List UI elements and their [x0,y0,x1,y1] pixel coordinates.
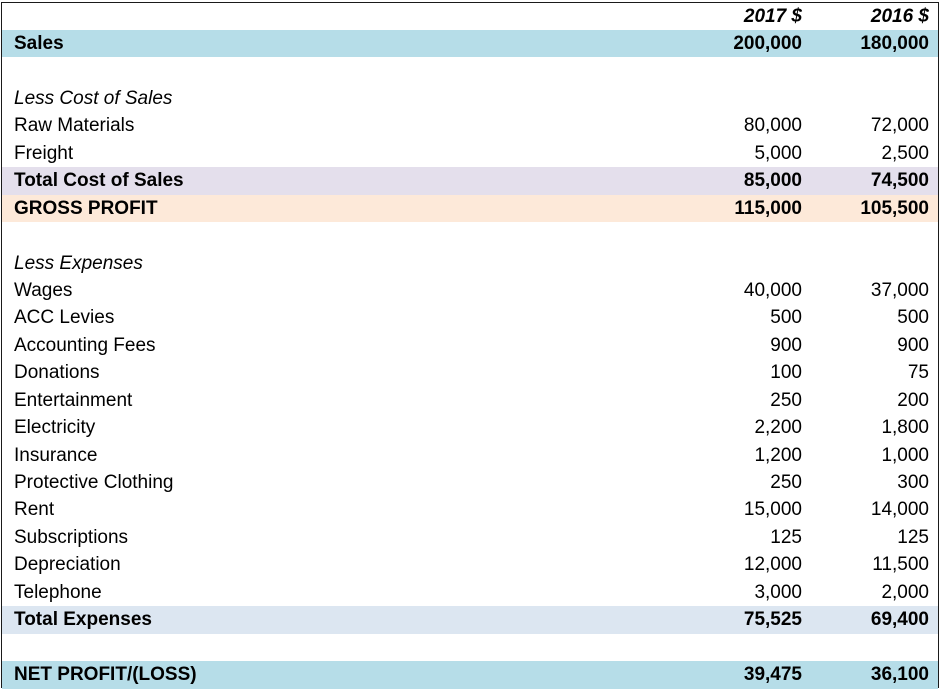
row-label: Wages [14,279,73,301]
value-2016: 180,000 [860,33,929,54]
value-2016: 300 [897,472,929,493]
column-header-2017: 2017 $ [743,6,802,27]
table-row: Electricity 2,200 1,800 [2,414,938,441]
table-row: Raw Materials 80,000 72,000 [2,112,938,139]
net-profit-row: NET PROFIT/(LOSS) 39,475 36,100 [2,661,938,689]
row-label: Depreciation [14,554,121,576]
value-2017: 39,475 [743,664,802,686]
blank-row [2,222,938,249]
row-label: Protective Clothing [14,472,174,493]
value-2016: 72,000 [870,115,929,137]
row-label: Total Cost of Sales [14,170,184,192]
total-expenses-row: Total Expenses 75,525 69,400 [2,606,938,634]
value-2016: 500 [897,307,929,329]
row-label: Entertainment [14,389,133,411]
value-2017: 1,200 [754,444,802,466]
table-row: Wages 40,000 37,000 [2,277,938,304]
table-row: Entertainment 250 200 [2,387,938,414]
value-2017: 5,000 [754,142,802,164]
table-row: Protective Clothing 250 300 [2,469,938,496]
section-title: Less Expenses [14,252,143,274]
value-2016: 1,800 [881,417,929,439]
value-2017: 12,000 [743,554,802,576]
table-row: ACC Levies 500 500 [2,304,938,331]
value-2017: 40,000 [743,279,802,301]
row-label: Raw Materials [14,115,135,137]
table-row: Accounting Fees 900 900 [2,332,938,359]
value-2017: 85,000 [743,170,802,192]
value-2016: 11,500 [872,554,929,576]
value-2016: 105,500 [860,197,929,219]
value-2017: 15,000 [743,499,802,521]
value-2016: 69,400 [870,609,929,631]
table-row: Rent 15,000 14,000 [2,496,938,523]
row-label: Electricity [14,417,96,439]
value-2016: 125 [897,526,929,548]
value-2016: 74,500 [870,170,929,192]
table-row: Insurance 1,200 1,000 [2,442,938,469]
value-2017: 500 [770,307,802,329]
row-label: GROSS PROFIT [14,197,158,219]
table-row: Telephone 3,000 2,000 [2,579,938,606]
row-label: Total Expenses [14,609,152,631]
row-label: Accounting Fees [14,334,156,356]
table-row: Depreciation 12,000 11,500 [2,551,938,578]
row-label: Insurance [14,444,98,466]
value-2017: 75,525 [743,609,802,631]
value-2017: 115,000 [734,197,802,219]
table-row: Donations 100 75 [2,359,938,386]
sales-row: Sales 200,000 180,000 [2,30,938,58]
row-label: Freight [14,142,74,164]
total-cost-of-sales-row: Total Cost of Sales 85,000 74,500 [2,167,938,195]
value-2017: 250 [770,389,802,411]
header-row: 2017 $ 2016 $ [2,3,938,30]
value-2017: 125 [770,526,802,548]
row-label: Sales [14,33,64,54]
row-label: Donations [14,362,100,384]
value-2016: 14,000 [870,499,929,521]
value-2016: 900 [897,334,929,356]
column-header-2016: 2016 $ [870,6,929,27]
gross-profit-row: GROSS PROFIT 115,000 105,500 [2,194,938,223]
row-label: Subscriptions [14,526,129,548]
value-2017: 2,200 [754,417,802,439]
value-2016: 2,500 [881,142,929,164]
table-row: Subscriptions 125 125 [2,524,938,551]
value-2016: 200 [897,389,929,411]
value-2017: 80,000 [743,115,802,137]
value-2016: 75 [907,362,929,384]
row-label: Telephone [14,581,102,603]
value-2017: 100 [770,362,802,384]
section-heading-cost-of-sales: Less Cost of Sales [2,85,938,112]
value-2017: 900 [770,334,802,356]
section-title: Less Cost of Sales [14,87,173,109]
value-2017: 250 [770,472,802,493]
value-2016: 2,000 [881,581,929,603]
value-2016: 36,100 [870,664,929,686]
table-row: Freight 5,000 2,500 [2,140,938,167]
value-2016: 37,000 [870,279,929,301]
section-heading-expenses: Less Expenses [2,250,938,277]
value-2017: 200,000 [733,33,802,54]
row-label: Rent [14,499,55,521]
value-2016: 1,000 [881,444,929,466]
row-label: NET PROFIT/(LOSS) [14,664,197,686]
blank-row [2,634,938,661]
blank-row [2,57,938,84]
value-2017: 3,000 [754,581,802,603]
row-label: ACC Levies [14,307,115,329]
